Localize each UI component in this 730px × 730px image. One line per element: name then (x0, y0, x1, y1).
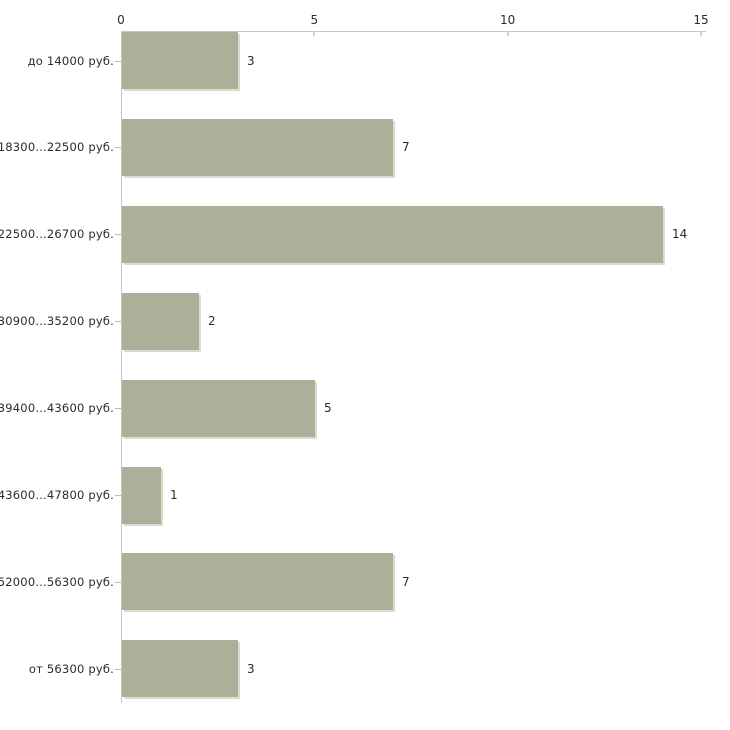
bar (122, 466, 161, 524)
y-tick-mark (115, 234, 121, 235)
bar (122, 32, 238, 89)
x-tick-mark (313, 31, 316, 36)
x-tick-label: 5 (310, 13, 319, 27)
category-label: 39400...43600 руб. (0, 401, 114, 416)
value-label: 7 (402, 140, 410, 155)
category-label: от 56300 руб. (28, 661, 114, 676)
x-tick-label: 0 (117, 13, 125, 27)
value-label: 1 (170, 488, 178, 502)
value-label: 3 (247, 661, 255, 676)
value-label: 2 (208, 314, 216, 329)
y-tick-mark (115, 147, 121, 148)
category-label: до 14000 руб. (27, 53, 114, 68)
bar (122, 292, 199, 350)
category-label: 30900...35200 руб. (0, 314, 114, 329)
y-tick-mark (115, 495, 121, 496)
y-tick-mark (115, 61, 121, 62)
x-tick-label: 10 (500, 13, 516, 27)
bar (122, 640, 238, 698)
value-label: 5 (324, 401, 332, 416)
y-tick-mark (115, 408, 121, 409)
value-label: 7 (402, 574, 410, 589)
category-label: 22500...26700 руб. (0, 227, 114, 242)
bar (122, 118, 393, 176)
y-tick-mark (115, 321, 121, 322)
x-tick-mark (700, 31, 702, 36)
y-tick-mark (115, 669, 121, 670)
x-tick-label: 15 (693, 13, 709, 27)
bar (122, 553, 393, 611)
y-axis-line (121, 31, 122, 704)
bar (122, 379, 315, 437)
category-label: 18300...22500 руб. (0, 140, 114, 155)
value-label: 3 (247, 53, 255, 68)
y-tick-mark (115, 582, 121, 583)
category-label: 52000...56300 руб. (0, 574, 114, 589)
category-label: 43600...47800 руб. (0, 488, 114, 502)
value-label: 14 (672, 227, 688, 242)
x-axis-line (121, 31, 706, 32)
bar (122, 205, 663, 263)
x-tick-mark (506, 31, 509, 36)
